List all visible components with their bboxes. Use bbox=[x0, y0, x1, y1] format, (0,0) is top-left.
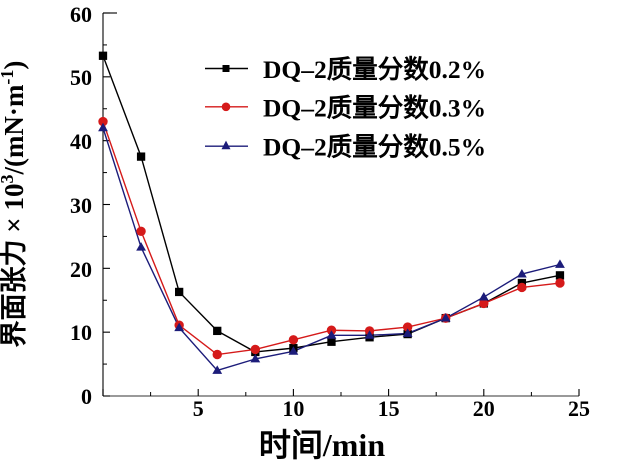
svg-text:界面张力 × 103/(mN·m-1): 界面张力 × 103/(mN·m-1) bbox=[0, 61, 29, 348]
svg-text:15: 15 bbox=[378, 396, 400, 421]
svg-text:30: 30 bbox=[70, 193, 92, 218]
svg-text:40: 40 bbox=[70, 129, 92, 154]
svg-text:DQ–2质量分数0.2%: DQ–2质量分数0.2% bbox=[263, 55, 486, 84]
svg-text:时间/min: 时间/min bbox=[259, 427, 385, 463]
svg-text:60: 60 bbox=[70, 2, 92, 27]
svg-text:50: 50 bbox=[70, 65, 92, 90]
svg-text:DQ–2质量分数0.5%: DQ–2质量分数0.5% bbox=[263, 133, 486, 162]
svg-text:5: 5 bbox=[193, 396, 204, 421]
svg-text:10: 10 bbox=[70, 320, 92, 345]
svg-text:0: 0 bbox=[81, 384, 92, 409]
svg-text:20: 20 bbox=[473, 396, 495, 421]
svg-text:10: 10 bbox=[282, 396, 304, 421]
svg-text:20: 20 bbox=[70, 257, 92, 282]
svg-text:DQ–2质量分数0.3%: DQ–2质量分数0.3% bbox=[263, 93, 486, 122]
svg-text:25: 25 bbox=[568, 396, 590, 421]
